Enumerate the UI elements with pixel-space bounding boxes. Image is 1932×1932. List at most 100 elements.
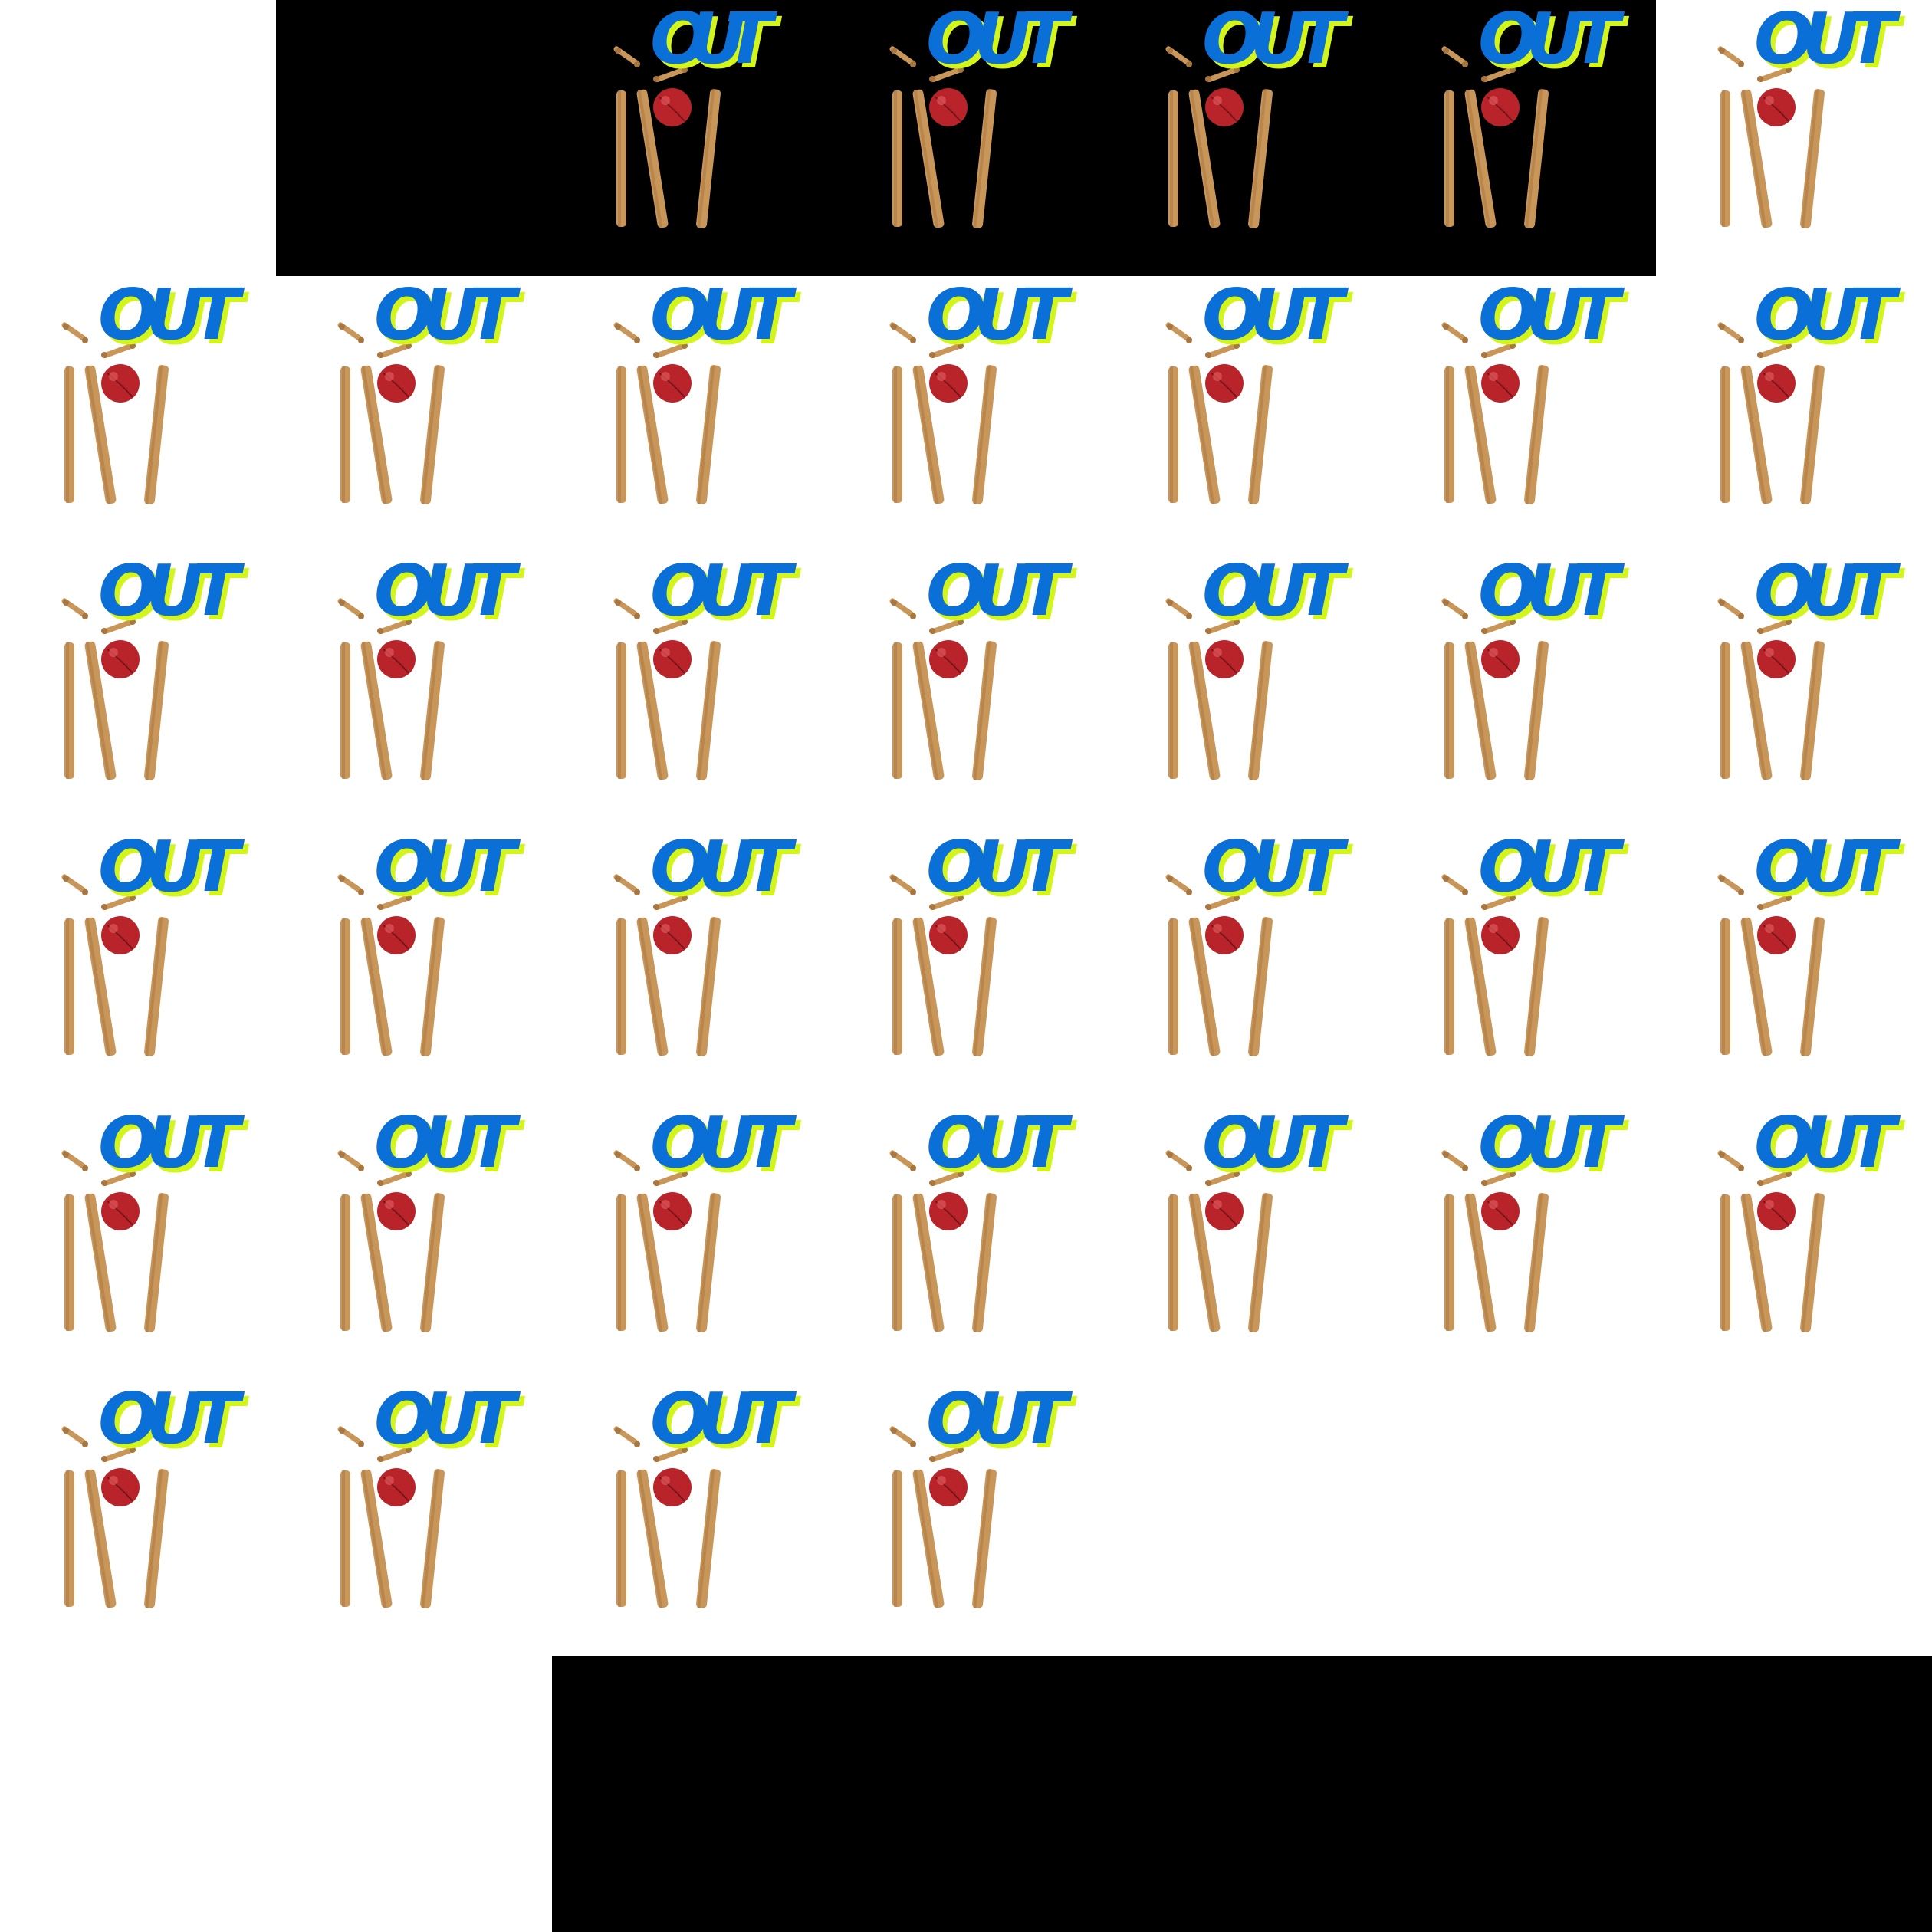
svg-text:OUT: OUT (103, 278, 249, 360)
bail-icon (1717, 322, 1744, 343)
cricket-ball-icon (101, 1468, 140, 1506)
sprite-frame: OUT OUT (1104, 828, 1380, 1104)
bail-icon (61, 1150, 88, 1171)
bail-icon (1205, 619, 1240, 635)
bail-icon (101, 619, 136, 635)
svg-text:OUT: OUT (374, 552, 521, 632)
bail-icon (1757, 619, 1792, 635)
svg-text:OUT: OUT (1759, 2, 1905, 84)
bail-icon (613, 46, 640, 67)
stumps-icon (340, 1468, 445, 1608)
sprite-frame: OUT OUT (1380, 552, 1656, 828)
sprite-frame: OUT OUT (1656, 552, 1932, 828)
cricket-ball-icon (377, 1192, 416, 1230)
svg-text:OUT: OUT (1759, 830, 1905, 912)
bail-icon (61, 1426, 88, 1447)
bail-icon (101, 895, 136, 911)
cricket-ball-icon (1481, 364, 1520, 402)
cricket-ball-icon (929, 1192, 968, 1230)
stumps-icon (1720, 88, 1825, 228)
bail-icon (1717, 46, 1744, 67)
sprite-frame: OUT OUT (1380, 828, 1656, 1104)
cricket-ball-icon (653, 916, 692, 955)
svg-text:OUT: OUT (650, 1380, 797, 1460)
bail-icon (889, 322, 916, 343)
svg-text:OUT: OUT (1754, 828, 1901, 908)
cricket-ball-icon (1481, 1192, 1520, 1230)
svg-text:OUT: OUT (1202, 552, 1349, 632)
bail-icon (889, 598, 916, 619)
svg-text:OUT: OUT (1483, 830, 1629, 912)
svg-text:OUT: OUT (1207, 278, 1353, 360)
bail-icon (1441, 1150, 1468, 1171)
svg-text:OUT: OUT (931, 1106, 1077, 1188)
sprite-frame: OUT OUT (0, 1104, 276, 1380)
svg-text:OUT: OUT (103, 1382, 249, 1464)
sprite-frame: OUT OUT (276, 1380, 552, 1656)
cricket-ball-icon (929, 364, 968, 402)
stumps-icon (616, 1468, 721, 1608)
svg-text:OUT: OUT (379, 278, 525, 360)
bail-icon (61, 874, 88, 895)
stumps-icon (64, 1192, 169, 1332)
bail-icon (1717, 598, 1744, 619)
sprite-frame: OUT OUT (1104, 1104, 1380, 1380)
sprite-frame: OUT OUT (828, 276, 1104, 552)
svg-text:OUT: OUT (931, 2, 1077, 84)
svg-text:OUT: OUT (655, 830, 801, 912)
sprite-frame: OUT OUT (828, 828, 1104, 1104)
bail-icon (889, 46, 916, 67)
cricket-ball-icon (101, 364, 140, 402)
sprite-frame: OUT OUT (552, 276, 828, 552)
empty-region-notch (1656, 0, 1706, 2)
bail-icon (613, 1426, 640, 1447)
cricket-ball-icon (377, 916, 416, 955)
svg-text:OUT: OUT (926, 0, 1073, 80)
stumps-icon (1168, 88, 1273, 228)
stumps-icon (1720, 916, 1825, 1056)
cricket-ball-icon (1205, 88, 1244, 127)
bail-icon (1441, 46, 1468, 67)
cricket-ball-icon (1481, 88, 1520, 127)
svg-text:OUT: OUT (650, 0, 777, 80)
sprite-frame: OUT OUT (1104, 552, 1380, 828)
sprite-frame: OUT OUT (552, 1380, 828, 1656)
svg-text:OUT: OUT (103, 830, 249, 912)
bail-icon (377, 619, 412, 635)
svg-text:OUT: OUT (655, 554, 801, 636)
bail-icon (1165, 322, 1192, 343)
sprite-frame: OUT OUT (276, 828, 552, 1104)
stumps-icon (1444, 364, 1549, 504)
stumps-icon (616, 364, 721, 504)
bail-icon (653, 343, 688, 359)
sprite-frame: OUT OUT (276, 1104, 552, 1380)
stumps-icon (1168, 640, 1273, 780)
cricket-ball-icon (1205, 364, 1244, 402)
sprite-frame: OUT OUT (828, 0, 1104, 276)
cricket-ball-icon (653, 640, 692, 678)
svg-text:OUT: OUT (1478, 1104, 1625, 1184)
sprite-frame: OUT OUT (1380, 1104, 1656, 1380)
bail-icon (889, 1426, 916, 1447)
bail-icon (337, 1426, 364, 1447)
stumps-icon (1720, 640, 1825, 780)
